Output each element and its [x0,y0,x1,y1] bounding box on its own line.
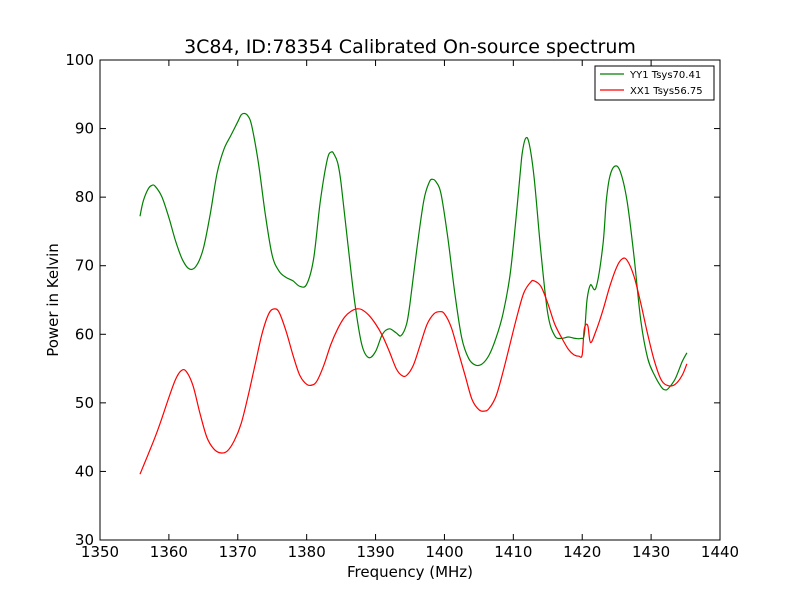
x-tick-label: 1390 [356,543,394,561]
y-tick-label: 60 [75,325,94,343]
x-tick-label: 1440 [701,543,739,561]
legend-label-1: YY1 Tsys70.41 [629,70,701,81]
x-tick-label: 1400 [425,543,463,561]
y-axis-label: Power in Kelvin [44,243,62,357]
y-tick-label: 100 [65,51,94,69]
legend-label-2: XX1 Tsys56.75 [630,86,703,97]
y-tick-label: 90 [75,120,94,138]
tick-layer: 1350 1360 1370 1380 1390 1400 1410 1420 1430 1440… [65,51,739,561]
x-tick-label: 1380 [288,543,326,561]
x-tick-label: 1350 [81,543,119,561]
series-line-2 [139,257,688,475]
chart-title: 3C84, ID:78354 Calibrated On-source spec… [184,36,636,58]
y-tick-label: 40 [75,462,94,480]
y-tick-label: 30 [75,531,94,549]
plot-frame [99,59,721,541]
legend-box [594,65,715,101]
series-layer [139,112,688,475]
legend: YY1 Tsys70.41 XX1 Tsys56.75 [594,65,715,101]
x-tick-label: 1370 [219,543,257,561]
x-tick-label: 1430 [632,543,670,561]
x-tick-label: 1410 [494,543,532,561]
y-tick-label: 50 [75,394,94,412]
series-line-1 [139,112,688,391]
x-tick-label: 1360 [150,543,188,561]
y-tick-label: 70 [75,257,94,275]
x-tick-label: 1420 [563,543,601,561]
y-tick-label: 80 [75,188,94,206]
x-axis-label: Frequency (MHz) [347,563,473,581]
